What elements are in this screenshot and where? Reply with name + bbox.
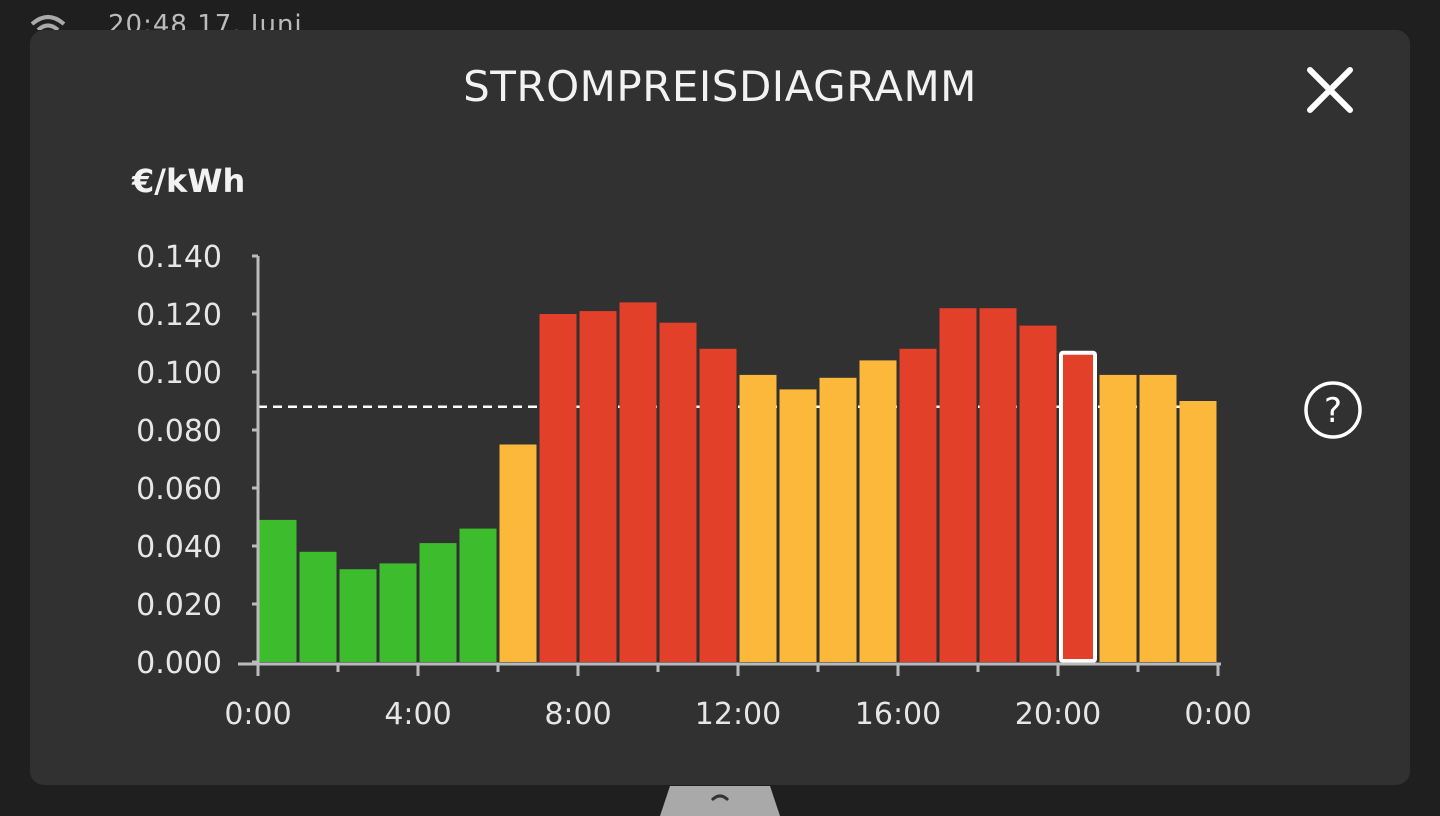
dialog-title: STROMPREISDIAGRAMM [463, 62, 977, 111]
status-time-date: 20:48 17. Juni [108, 10, 303, 30]
wifi-icon [30, 15, 66, 30]
help-circle-icon[interactable]: ? [1303, 380, 1363, 440]
drawer-handle[interactable] [660, 786, 780, 816]
price-chart-dialog [30, 30, 1410, 785]
chevron-up-icon [710, 794, 730, 802]
svg-text:?: ? [1324, 391, 1342, 431]
status-bar: 20:48 17. Juni [28, 6, 303, 30]
close-icon[interactable] [1300, 60, 1360, 120]
